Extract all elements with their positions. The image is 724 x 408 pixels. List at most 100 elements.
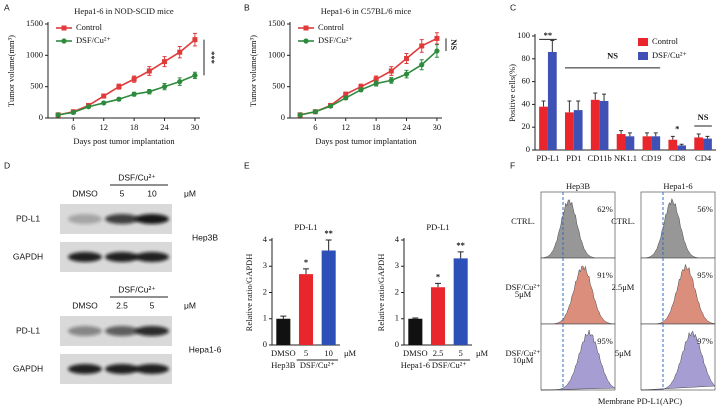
flow-xlabel: Membrane PD-L1(APC): [598, 396, 682, 406]
y-tick-label: 3: [395, 260, 399, 270]
blot-unit: μM: [184, 188, 196, 198]
bar: [599, 100, 609, 150]
bar: [651, 136, 661, 150]
bar: [694, 137, 704, 150]
blot-row-label: PD-L1: [16, 213, 40, 223]
marker: [192, 72, 198, 78]
marker: [419, 62, 425, 68]
y-tick-label: 1: [263, 313, 267, 323]
x-tick-label: 6: [71, 122, 75, 132]
legend-marker: [303, 25, 309, 31]
marker: [162, 59, 168, 65]
flow-histogram: [540, 329, 616, 391]
x-tick-label: 24: [160, 122, 169, 132]
blot-band: [135, 326, 169, 336]
blot-band: [135, 214, 169, 224]
flow-row-label: DSF/Cu²⁺: [506, 282, 541, 292]
x-axis-label: Days post tumor implantation: [73, 136, 175, 146]
legend-label: DSF/Cu²⁺: [318, 35, 353, 45]
unit-label: μM: [476, 348, 489, 358]
error-bar: [541, 100, 546, 107]
x-tick-label: CD19: [641, 153, 661, 163]
bar: [547, 51, 557, 150]
error-bar: [619, 130, 624, 135]
panel-label: E: [244, 160, 250, 170]
y-tick-label: 40: [522, 98, 531, 108]
chart-title: Hepa1-6 in NOD-SCID mice: [74, 6, 174, 16]
y-tick-label: 1500: [26, 18, 43, 28]
y-tick-label: 20: [522, 121, 531, 131]
marker: [388, 77, 394, 83]
marker: [358, 87, 364, 93]
y-axis-label: Positive cells(%): [507, 64, 517, 122]
error-bar: [457, 251, 464, 259]
flow-column-title: Hepa1-6: [663, 181, 692, 191]
unit-label: μM: [344, 348, 357, 358]
cell-line-label: Hepa1-6: [401, 360, 430, 370]
blot-band: [135, 364, 169, 374]
blot-band: [105, 214, 139, 224]
flow-row-label: 5μM: [615, 348, 632, 358]
x-tick-label: NK1.1: [614, 153, 637, 163]
bar: [321, 250, 336, 345]
y-tick-label: 4: [263, 234, 268, 244]
y-tick-label: 0: [395, 339, 399, 349]
y-axis-label: Relative ratio/GAPDH: [376, 254, 386, 332]
marker: [146, 68, 152, 74]
x-tick-label: PD-L1: [536, 153, 559, 163]
flow-percent: 97%: [697, 336, 713, 346]
marker: [434, 48, 440, 54]
marker: [131, 76, 137, 82]
error-bar: [412, 317, 419, 319]
x-tick-label: CD11b: [588, 153, 612, 163]
error-bar: [679, 143, 684, 146]
flow-percent: 95%: [697, 270, 713, 280]
x-tick-label: 12: [99, 122, 108, 132]
marker: [297, 112, 303, 118]
x-tick-label: 24: [402, 122, 411, 132]
series-line: [299, 37, 438, 116]
x-tick-label: 30: [433, 122, 442, 132]
legend-label: Control: [652, 36, 679, 46]
flow-percent: 56%: [697, 204, 713, 214]
panel-label: A: [4, 2, 10, 12]
bar: [642, 136, 652, 150]
marker: [434, 35, 440, 41]
marker: [419, 43, 425, 49]
error-bar: [435, 282, 441, 288]
chart-title: Hepa1-6 in C57BL/6 mice: [321, 6, 412, 16]
x-tick-label: 12: [341, 122, 350, 132]
error-bar: [644, 132, 649, 137]
y-tick-label: 1500: [268, 18, 285, 28]
marker: [343, 91, 349, 97]
x-tick-label: 5: [304, 348, 308, 358]
marker: [70, 109, 76, 115]
error-bar: [280, 315, 287, 319]
legend-swatch: [638, 38, 648, 46]
y-tick-label: 0: [263, 339, 267, 349]
marker: [327, 103, 334, 109]
blot-band: [105, 326, 139, 336]
series-line: [299, 50, 438, 116]
y-tick-label: 2: [263, 286, 267, 296]
error-bar: [602, 93, 607, 101]
error-bar: [653, 132, 658, 137]
marker: [403, 71, 410, 77]
blot-unit: μM: [184, 300, 196, 310]
bar: [539, 106, 548, 150]
y-tick-label: 60: [522, 76, 531, 86]
bar: [677, 145, 687, 150]
marker: [388, 68, 394, 74]
annotation: **: [544, 30, 553, 40]
legend-swatch: [638, 52, 648, 60]
series-line: [58, 74, 196, 116]
annotation: ***: [207, 51, 217, 64]
flow-percent: 91%: [597, 270, 613, 280]
blot-band: [68, 364, 102, 374]
x-tick-label: 6: [313, 122, 317, 132]
error-bar: [670, 135, 675, 140]
marker: [404, 55, 410, 61]
flow-percent: 95%: [597, 336, 613, 346]
y-tick-label: 2: [395, 286, 399, 296]
legend-label: DSF/Cu²⁺: [652, 50, 687, 60]
